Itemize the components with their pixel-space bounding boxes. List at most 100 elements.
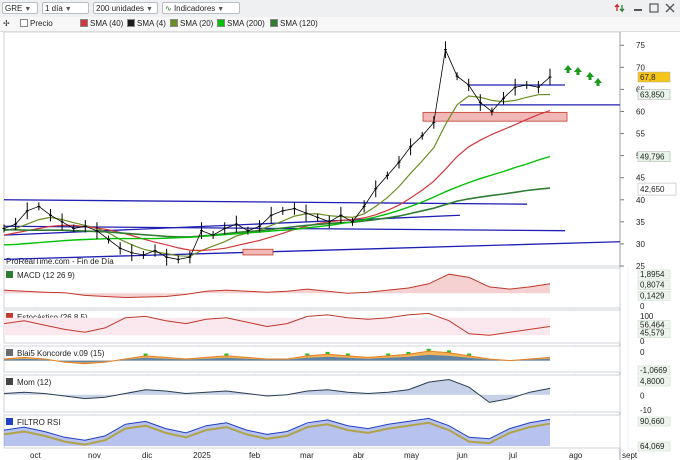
y-tick-label: 55 [636, 130, 645, 139]
rsi-area [4, 418, 550, 446]
x-tick-label: 2025 [193, 451, 211, 460]
trend-line [3, 241, 621, 261]
legend-sma40[interactable]: SMA (40) [80, 19, 123, 29]
x-tick-label: abr [353, 451, 365, 460]
chevron-down-icon: ▼ [146, 6, 153, 13]
chevron-down-icon: ▼ [24, 6, 32, 13]
indicator-axis-label: 100 [640, 312, 654, 321]
indicator-icon [6, 378, 13, 385]
units-selector[interactable]: 200 unidades ▼ [93, 2, 158, 14]
y-tick-label: 75 [636, 41, 645, 50]
stock-arrows-icon[interactable] [614, 2, 626, 14]
y-tick-label: 30 [636, 240, 645, 249]
indicator-title: FILTRO RSI [17, 418, 60, 427]
indicator-line [3, 417, 551, 441]
indicator-axis-label: 64,069 [640, 442, 665, 451]
price-tag [637, 151, 671, 162]
series-line-price [3, 48, 551, 260]
indicator-value-tag [637, 291, 671, 301]
chevron-down-icon: ▼ [64, 6, 72, 13]
y-tick-label: 45 [636, 174, 645, 183]
indicator-line [3, 273, 551, 299]
rsi-signal-line [3, 421, 551, 446]
indicator-axis-label: 0 [640, 348, 645, 357]
indicator-icon [6, 349, 13, 356]
legend-sma200-label: SMA (200) [227, 19, 265, 28]
maximize-icon[interactable] [648, 2, 660, 14]
units-value: 200 unidades [96, 4, 145, 13]
indicator-axis-label: -1,0669 [640, 366, 668, 375]
indicator-area [4, 379, 550, 403]
koncorde-green-bar [345, 353, 350, 356]
x-tick-label: sept [622, 451, 638, 460]
sma4-swatch-icon [127, 19, 135, 27]
indicator-axis-label: 4,8000 [640, 377, 665, 386]
price-tag-label: 49,796 [640, 153, 665, 162]
price-tag [637, 182, 677, 196]
indicator-axis-label: 90,660 [640, 417, 665, 426]
close-icon[interactable] [664, 2, 676, 14]
koncorde-green-bar [467, 353, 472, 356]
legend-price-label: Precio [30, 19, 53, 28]
minimize-icon[interactable] [632, 2, 644, 14]
sma40-swatch-icon [80, 19, 88, 27]
indicator-value-tag [637, 269, 671, 280]
watermark-text: ProRealTime.com - Fin de Día [6, 257, 114, 266]
legend-bar: ✢ Precio SMA (40) SMA (4) SMA (20) SMA (… [0, 17, 680, 32]
price-tag [637, 89, 671, 100]
y-tick-label: 60 [636, 107, 645, 116]
indicators-button[interactable]: ∿ Indicadores ▼ [162, 2, 240, 14]
indicator-axis-label: 1,8954 [640, 270, 665, 279]
x-tick-label: oct [30, 451, 41, 460]
indicator-value-tag [637, 441, 671, 452]
period-selector[interactable]: 1 día ▼ [42, 2, 89, 14]
price-tag [637, 71, 671, 83]
koncorde-green-bar [143, 353, 148, 356]
indicator-line [3, 312, 551, 336]
indicator-value-tag [637, 376, 671, 387]
koncorde-green-bar [224, 353, 229, 356]
legend-sma120[interactable]: SMA (120) [270, 19, 318, 29]
add-indicator-icon[interactable]: ✢ [3, 19, 10, 28]
series-line-sma40 [3, 110, 551, 252]
indicator-title: MACD (12 26 9) [17, 271, 75, 280]
indicator-axis-label: 0 [640, 302, 645, 311]
indicator-line [3, 350, 551, 365]
indicator-axis-label: 0 [640, 392, 645, 401]
legend-price[interactable]: Precio [20, 19, 53, 29]
legend-sma200[interactable]: SMA (200) [217, 19, 265, 29]
price-tag-label: 42,650 [640, 185, 665, 194]
indicators-icon: ∿ [165, 4, 172, 13]
period-value: 1 día [45, 4, 63, 13]
koncorde-green-bar [305, 353, 310, 356]
symbol-selector[interactable]: GRE ▼ [2, 2, 38, 14]
legend-sma4[interactable]: SMA (4) [127, 19, 166, 29]
legend-sma20[interactable]: SMA (20) [170, 19, 213, 29]
koncorde-green-bar [406, 351, 411, 355]
indicator-axis-label: -10 [640, 406, 652, 415]
legend-sma40-label: SMA (40) [90, 19, 124, 28]
up-arrow-icon [586, 72, 594, 80]
indicator-line [3, 378, 551, 403]
up-arrow-icon [594, 78, 602, 86]
indicator-axis-label: 0,1429 [640, 291, 665, 300]
y-tick-label: 25 [636, 262, 645, 271]
koncorde-green-bar [386, 353, 391, 356]
koncorde-green-bar [446, 350, 451, 353]
legend-sma4-label: SMA (4) [137, 19, 166, 28]
sma200-swatch-icon [217, 19, 225, 27]
indicator-icon [6, 313, 13, 320]
symbol-value: GRE [5, 4, 23, 13]
resistance-zone [422, 111, 568, 122]
koncorde-green-bar [325, 351, 330, 355]
y-tick-label: 70 [636, 63, 645, 72]
x-tick-label: jul [508, 451, 517, 460]
indicator-area [4, 274, 550, 298]
support-zone [242, 248, 274, 256]
indicators-label: Indicadores [173, 4, 216, 13]
indicator-axis-label: 56,464 [640, 320, 665, 329]
indicator-value-tag [637, 416, 671, 427]
indicator-title: Mom (12) [17, 378, 52, 387]
indicator-icon [6, 271, 13, 278]
